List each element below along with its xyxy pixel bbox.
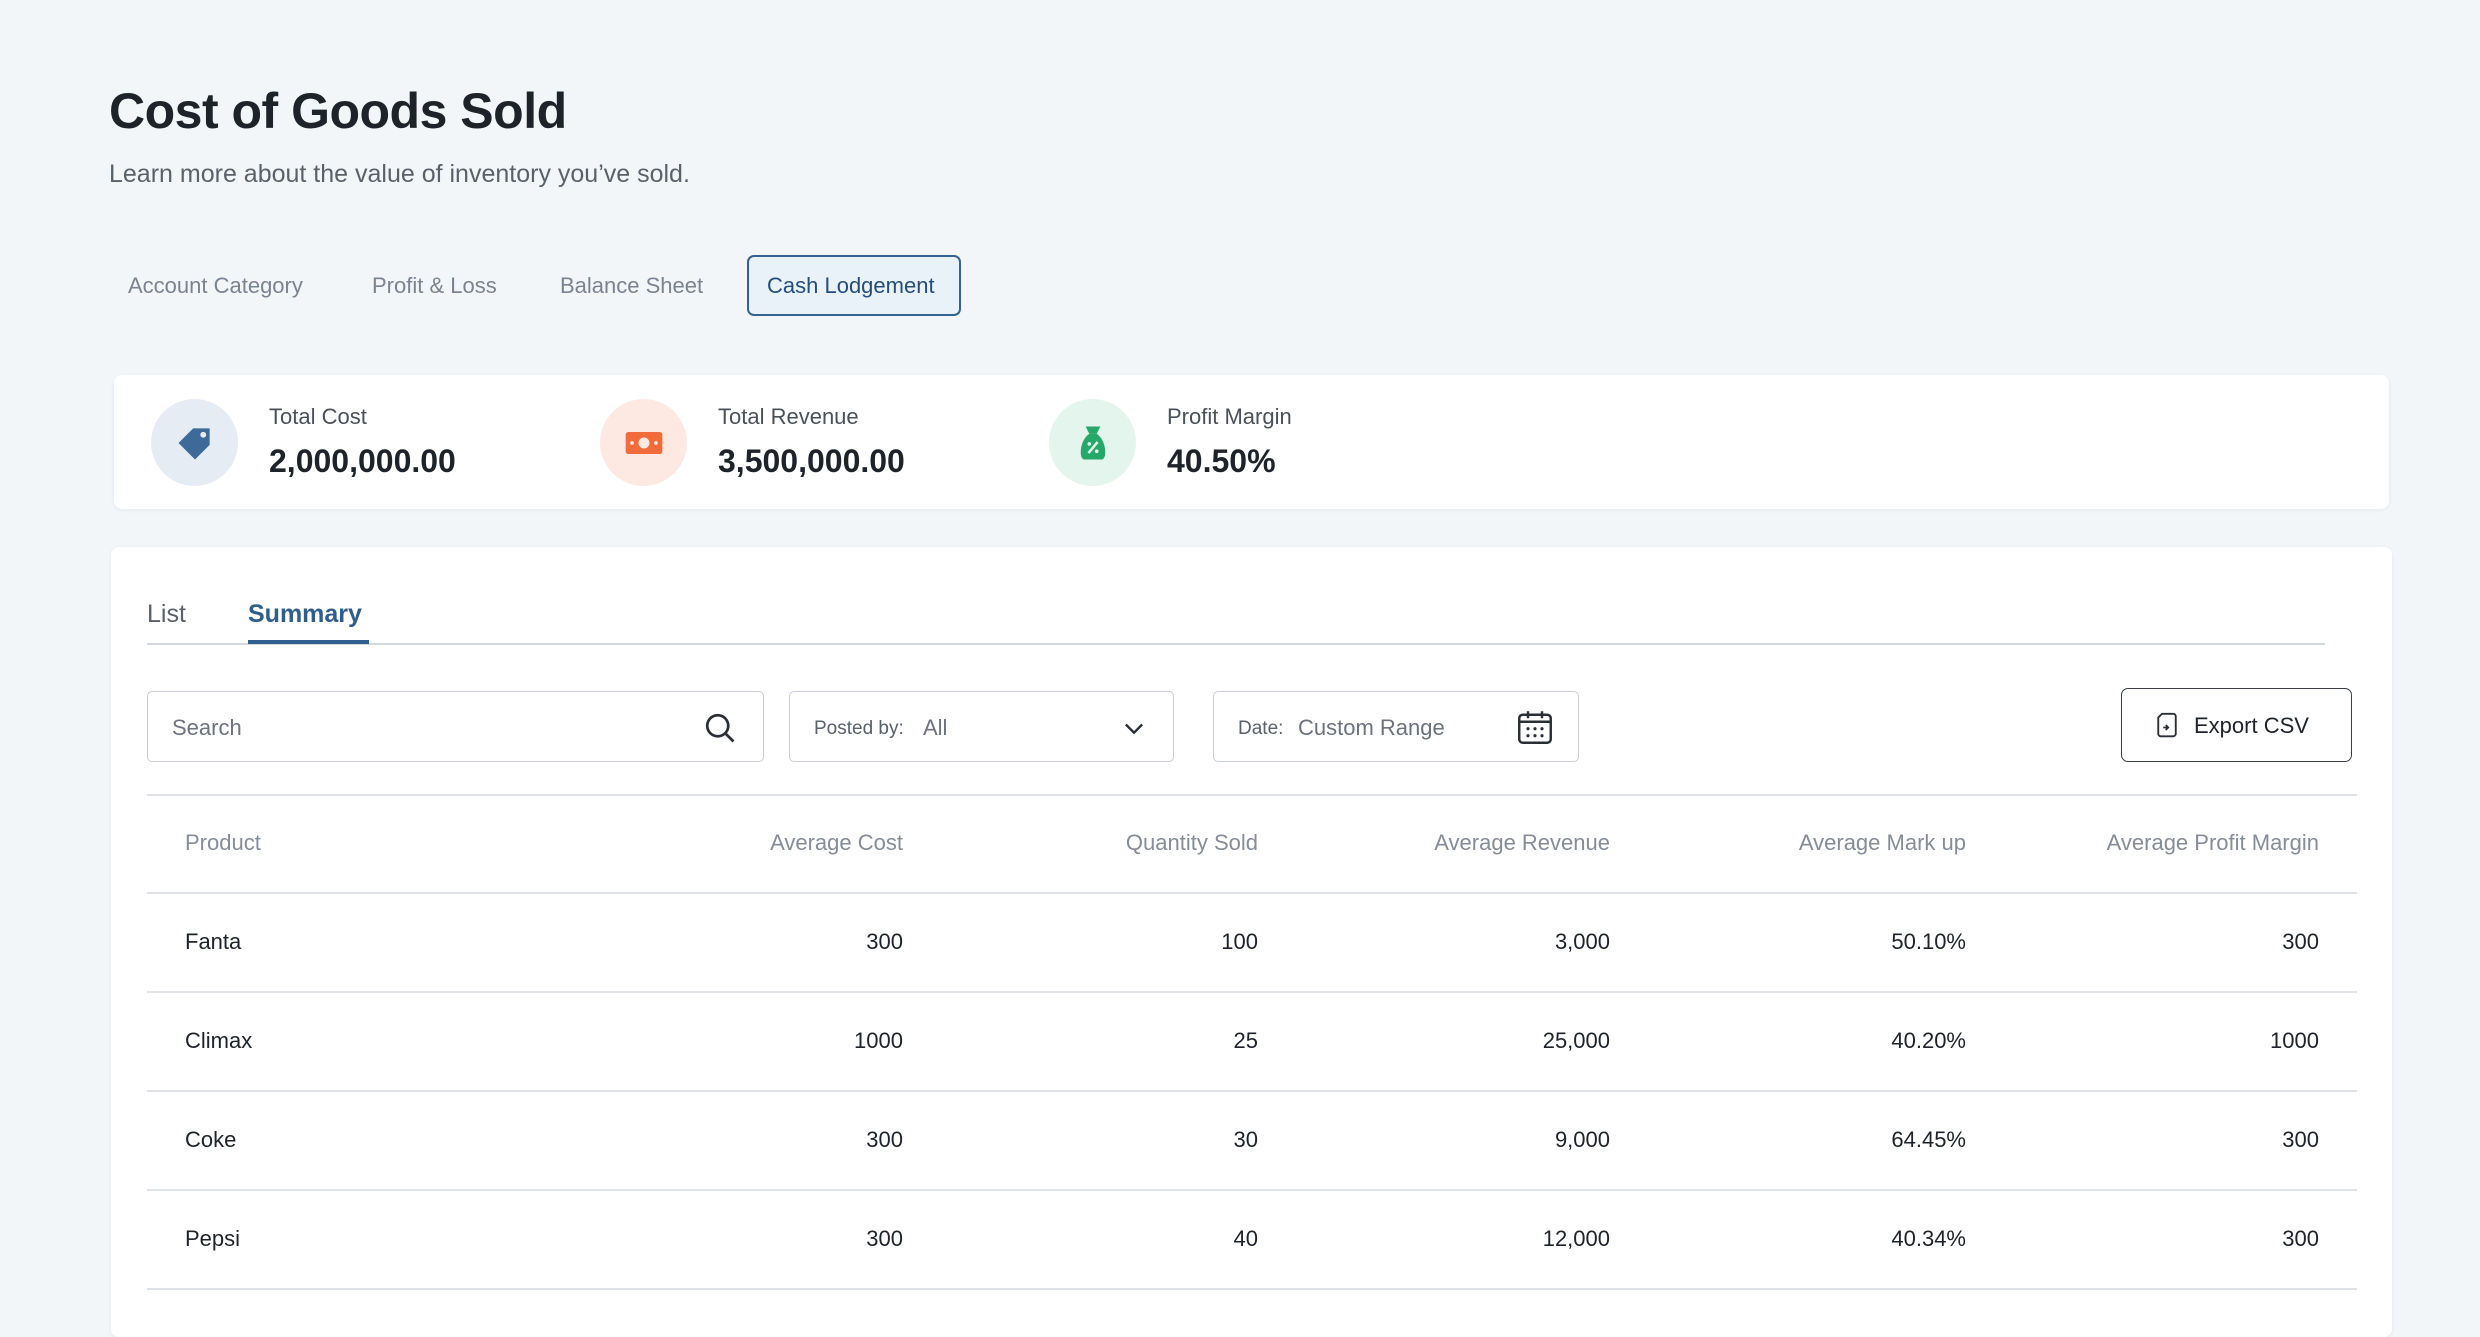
value-cell: 40.34% xyxy=(1891,1226,1966,1251)
tab-divider xyxy=(147,643,2325,645)
calendar-icon xyxy=(1518,711,1552,744)
value-cell: 1000 xyxy=(2270,1028,2319,1053)
view-tab-active[interactable]: Summary xyxy=(248,600,362,628)
value-cell: 50.10% xyxy=(1891,929,1966,954)
row-divider xyxy=(147,1090,2357,1092)
revenue-icon xyxy=(600,399,687,486)
row-divider xyxy=(147,1189,2357,1191)
stat-label: Profit Margin xyxy=(1167,404,1292,429)
search-box[interactable]: Search xyxy=(147,691,764,762)
select-label: Posted by: xyxy=(814,718,904,739)
product-cell: Climax xyxy=(185,1028,253,1053)
search-placeholder: Search xyxy=(172,715,242,740)
row-divider xyxy=(147,892,2357,894)
column-header: Quantity Sold xyxy=(1125,830,1258,855)
stat-label: Total Revenue xyxy=(718,404,859,429)
nav-tab[interactable]: Account Category xyxy=(128,273,303,298)
export-label: Export CSV xyxy=(2194,713,2309,738)
product-cell: Pepsi xyxy=(185,1226,241,1251)
stat-value: 3,500,000.00 xyxy=(718,443,905,479)
product-cell: Coke xyxy=(185,1127,237,1152)
value-cell: 300 xyxy=(866,1226,903,1251)
column-header: Average Mark up xyxy=(1798,830,1966,855)
date-label: Date: xyxy=(1238,718,1284,739)
value-cell: 300 xyxy=(2282,1127,2319,1152)
value-cell: 40 xyxy=(1233,1226,1258,1251)
export-icon xyxy=(2157,712,2177,738)
value-cell: 30 xyxy=(1233,1127,1258,1152)
select-value: All xyxy=(923,715,948,740)
export-button[interactable]: Export CSV xyxy=(2121,688,2352,762)
value-cell: 40.20% xyxy=(1891,1028,1966,1053)
column-header: Average Cost xyxy=(770,830,903,855)
tab-underline xyxy=(248,640,369,644)
row-divider xyxy=(147,1288,2357,1290)
table-top-border xyxy=(147,794,2357,796)
value-cell: 12,000 xyxy=(1542,1226,1610,1251)
row-divider xyxy=(147,991,2357,993)
value-cell: 300 xyxy=(866,929,903,954)
stat-value: 2,000,000.00 xyxy=(269,443,456,479)
nav-tab[interactable]: Balance Sheet xyxy=(560,273,704,298)
date-value: Custom Range xyxy=(1298,715,1445,740)
margin-icon xyxy=(1049,399,1136,486)
stat-value: 40.50% xyxy=(1167,443,1276,479)
value-cell: 100 xyxy=(1221,929,1258,954)
cost-icon xyxy=(151,399,238,486)
value-cell: 25 xyxy=(1233,1028,1258,1053)
value-cell: 300 xyxy=(2282,929,2319,954)
nav-tab-active[interactable]: Cash Lodgement xyxy=(747,255,961,316)
search-icon xyxy=(705,713,735,743)
value-cell: 3,000 xyxy=(1554,929,1610,954)
value-cell: 9,000 xyxy=(1554,1127,1610,1152)
column-header: Average Revenue xyxy=(1434,830,1610,855)
posted-by-select[interactable]: Posted by: All xyxy=(789,691,1174,762)
column-header: Average Profit Margin xyxy=(2106,830,2319,855)
chevron-icon xyxy=(1125,723,1143,735)
page-subtitle: Learn more about the value of inventory … xyxy=(109,160,690,188)
column-header: Product xyxy=(185,830,261,855)
page-title: Cost of Goods Sold xyxy=(109,83,567,139)
view-tab[interactable]: List xyxy=(147,600,186,628)
value-cell: 25,000 xyxy=(1542,1028,1610,1053)
stat-label: Total Cost xyxy=(269,404,367,429)
main-panel xyxy=(111,547,2392,1337)
stats-card xyxy=(114,375,2389,509)
value-cell: 64.45% xyxy=(1891,1127,1966,1152)
date-picker[interactable]: Date: Custom Range xyxy=(1213,691,1579,762)
product-cell: Fanta xyxy=(185,929,242,954)
value-cell: 300 xyxy=(2282,1226,2319,1251)
value-cell: 1000 xyxy=(854,1028,903,1053)
nav-tab[interactable]: Profit & Loss xyxy=(372,273,497,298)
value-cell: 300 xyxy=(866,1127,903,1152)
